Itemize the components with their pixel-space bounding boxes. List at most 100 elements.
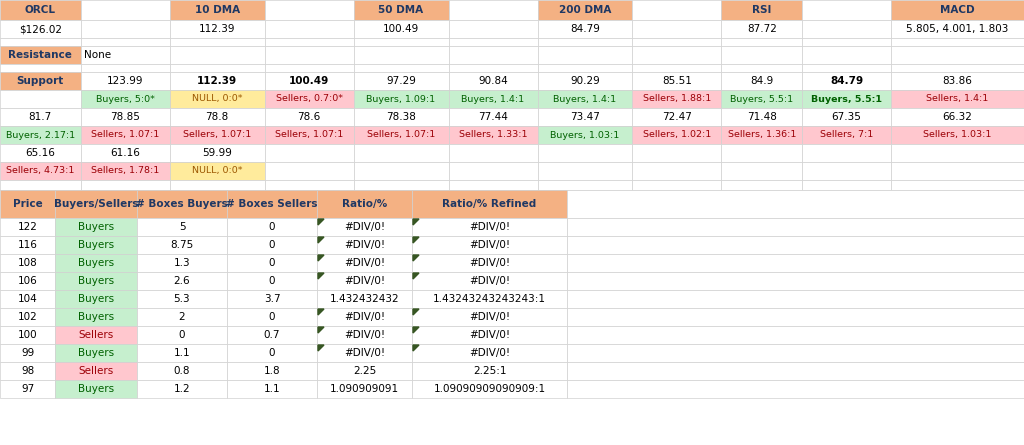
Bar xyxy=(353,108,449,126)
Bar xyxy=(412,308,567,326)
Bar xyxy=(81,20,170,38)
Bar xyxy=(317,236,412,254)
Bar xyxy=(317,308,412,326)
Bar xyxy=(633,64,722,72)
Text: 50 DMA: 50 DMA xyxy=(379,5,424,15)
Text: 102: 102 xyxy=(17,312,37,322)
Bar xyxy=(0,254,55,272)
Bar xyxy=(891,126,1024,144)
Text: ORCL: ORCL xyxy=(25,5,56,15)
Text: Support: Support xyxy=(16,76,63,86)
Text: 65.16: 65.16 xyxy=(26,148,55,158)
Text: 1.1: 1.1 xyxy=(264,384,281,394)
Text: 123.99: 123.99 xyxy=(106,76,143,86)
Text: 1.1: 1.1 xyxy=(174,348,190,358)
Polygon shape xyxy=(318,345,324,351)
Bar xyxy=(412,218,567,236)
Bar xyxy=(412,290,567,308)
Text: 112.39: 112.39 xyxy=(199,24,236,34)
Bar xyxy=(264,90,353,108)
Bar xyxy=(633,46,722,64)
Bar xyxy=(317,290,412,308)
Bar xyxy=(0,180,81,190)
Text: 2.25: 2.25 xyxy=(353,366,376,376)
Text: 1.3: 1.3 xyxy=(174,258,190,268)
Bar xyxy=(353,38,449,46)
Text: #DIV/0!: #DIV/0! xyxy=(344,276,385,286)
Polygon shape xyxy=(413,255,419,261)
Bar xyxy=(317,254,412,272)
Text: Buyers, 5.5:1: Buyers, 5.5:1 xyxy=(730,94,794,104)
Bar xyxy=(802,46,891,64)
Bar xyxy=(0,144,81,162)
Bar xyxy=(633,162,722,180)
Text: 61.16: 61.16 xyxy=(111,148,140,158)
Bar xyxy=(449,20,538,38)
Bar xyxy=(137,254,227,272)
Bar xyxy=(137,272,227,290)
Bar xyxy=(227,380,317,398)
Text: 0: 0 xyxy=(268,258,275,268)
Bar xyxy=(802,20,891,38)
Polygon shape xyxy=(413,309,419,315)
Text: 10 DMA: 10 DMA xyxy=(195,5,240,15)
Bar xyxy=(891,64,1024,72)
Text: Buyers: Buyers xyxy=(78,294,114,304)
Bar xyxy=(412,362,567,380)
Bar xyxy=(137,362,227,380)
Bar xyxy=(0,272,55,290)
Bar xyxy=(317,272,412,290)
Bar xyxy=(227,308,317,326)
Bar xyxy=(317,190,412,218)
Text: 5.805, 4.001, 1.803: 5.805, 4.001, 1.803 xyxy=(906,24,1009,34)
Polygon shape xyxy=(413,237,419,243)
Text: 0: 0 xyxy=(268,222,275,232)
Bar xyxy=(449,144,538,162)
Text: 78.38: 78.38 xyxy=(386,112,416,122)
Bar xyxy=(227,218,317,236)
Text: RSI: RSI xyxy=(752,5,771,15)
Bar xyxy=(538,46,633,64)
Text: Buyers: Buyers xyxy=(78,222,114,232)
Text: Buyers: Buyers xyxy=(78,384,114,394)
Text: #DIV/0!: #DIV/0! xyxy=(469,258,510,268)
Text: Buyers, 2.17:1: Buyers, 2.17:1 xyxy=(6,130,75,139)
Bar xyxy=(55,254,137,272)
Bar xyxy=(449,0,538,20)
Bar xyxy=(538,180,633,190)
Bar xyxy=(0,126,81,144)
Text: 106: 106 xyxy=(17,276,37,286)
Text: Buyers, 1.09:1: Buyers, 1.09:1 xyxy=(367,94,435,104)
Bar xyxy=(55,218,137,236)
Text: 1.43243243243243:1: 1.43243243243243:1 xyxy=(433,294,546,304)
Bar xyxy=(567,362,1024,380)
Bar xyxy=(55,236,137,254)
Bar xyxy=(891,180,1024,190)
Bar xyxy=(353,0,449,20)
Bar xyxy=(170,46,264,64)
Bar xyxy=(81,162,170,180)
Bar xyxy=(567,254,1024,272)
Bar xyxy=(170,64,264,72)
Bar xyxy=(353,180,449,190)
Text: Buyers, 1.4:1: Buyers, 1.4:1 xyxy=(553,94,616,104)
Bar xyxy=(170,126,264,144)
Text: 104: 104 xyxy=(17,294,37,304)
Bar xyxy=(722,90,802,108)
Bar xyxy=(891,90,1024,108)
Bar xyxy=(633,108,722,126)
Bar xyxy=(538,64,633,72)
Bar xyxy=(0,190,55,218)
Text: 0.8: 0.8 xyxy=(174,366,190,376)
Text: 78.8: 78.8 xyxy=(206,112,228,122)
Text: 122: 122 xyxy=(17,222,38,232)
Bar xyxy=(633,180,722,190)
Text: $126.02: $126.02 xyxy=(18,24,61,34)
Bar xyxy=(567,308,1024,326)
Bar xyxy=(722,38,802,46)
Bar xyxy=(567,218,1024,236)
Polygon shape xyxy=(318,309,324,315)
Bar xyxy=(722,46,802,64)
Bar xyxy=(0,72,81,90)
Bar xyxy=(891,0,1024,20)
